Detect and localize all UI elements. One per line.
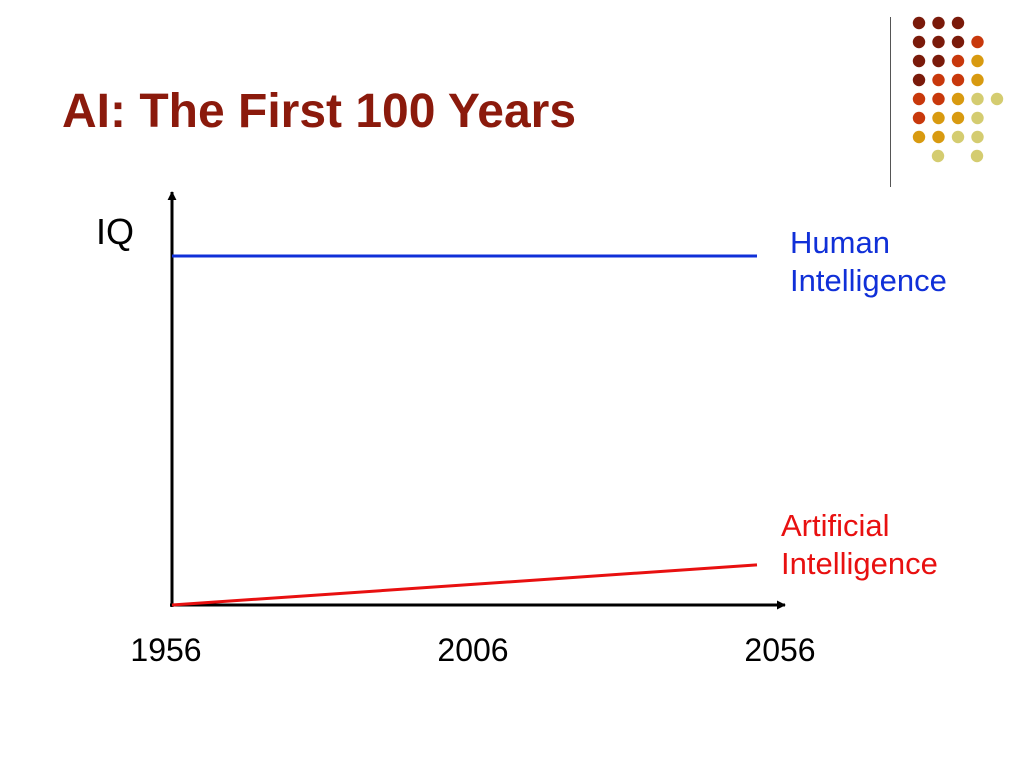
- decor-dot: [971, 92, 984, 106]
- decor-dot: [971, 130, 984, 144]
- decor-dot: [932, 35, 945, 49]
- series-label-artificial: Artificial Intelligence: [781, 508, 938, 581]
- decor-dot: [932, 16, 945, 30]
- decor-dot: [912, 35, 926, 49]
- decor-dot: [951, 73, 965, 87]
- decor-dot: [931, 149, 945, 163]
- x-tick-label: 2006: [437, 632, 508, 668]
- series-label-line: Artificial: [781, 508, 890, 543]
- decor-dot: [912, 111, 926, 125]
- decor-dot: [912, 16, 926, 30]
- series-label-human: Human Intelligence: [790, 225, 947, 298]
- decor-dot: [951, 54, 965, 68]
- y-axis-label: IQ: [96, 211, 134, 252]
- slide-title: AI: The First 100 Years: [62, 85, 577, 138]
- series-label-line: Human: [790, 225, 890, 260]
- decor-dot: [912, 130, 926, 144]
- series-label-line: Intelligence: [781, 546, 938, 581]
- decor-dot: [912, 54, 926, 68]
- decor-dot: [970, 149, 984, 163]
- series-line-artificial: [171, 563, 758, 607]
- decor-dot: [971, 111, 984, 125]
- decor-dot: [951, 16, 965, 30]
- decor-dot: [951, 130, 965, 144]
- decor-dot: [951, 111, 965, 125]
- decor-dot: [971, 35, 984, 49]
- decor-dot: [971, 73, 984, 87]
- decor-dot: [951, 35, 965, 49]
- decor-dot: [932, 54, 945, 68]
- decor-dot: [932, 130, 945, 144]
- x-tick-label: 1956: [130, 632, 201, 668]
- decor-dot: [932, 73, 945, 87]
- decor-dot: [932, 111, 945, 125]
- decor-dot: [912, 73, 926, 87]
- decor-dot: [971, 54, 984, 68]
- series-label-line: Intelligence: [790, 263, 947, 298]
- title-divider: [890, 17, 891, 187]
- x-tick-label: 2056: [744, 632, 815, 668]
- decor-dot: [912, 92, 926, 106]
- decor-dot: [951, 92, 965, 106]
- decor-dot: [990, 92, 1004, 106]
- decor-dot: [932, 92, 945, 106]
